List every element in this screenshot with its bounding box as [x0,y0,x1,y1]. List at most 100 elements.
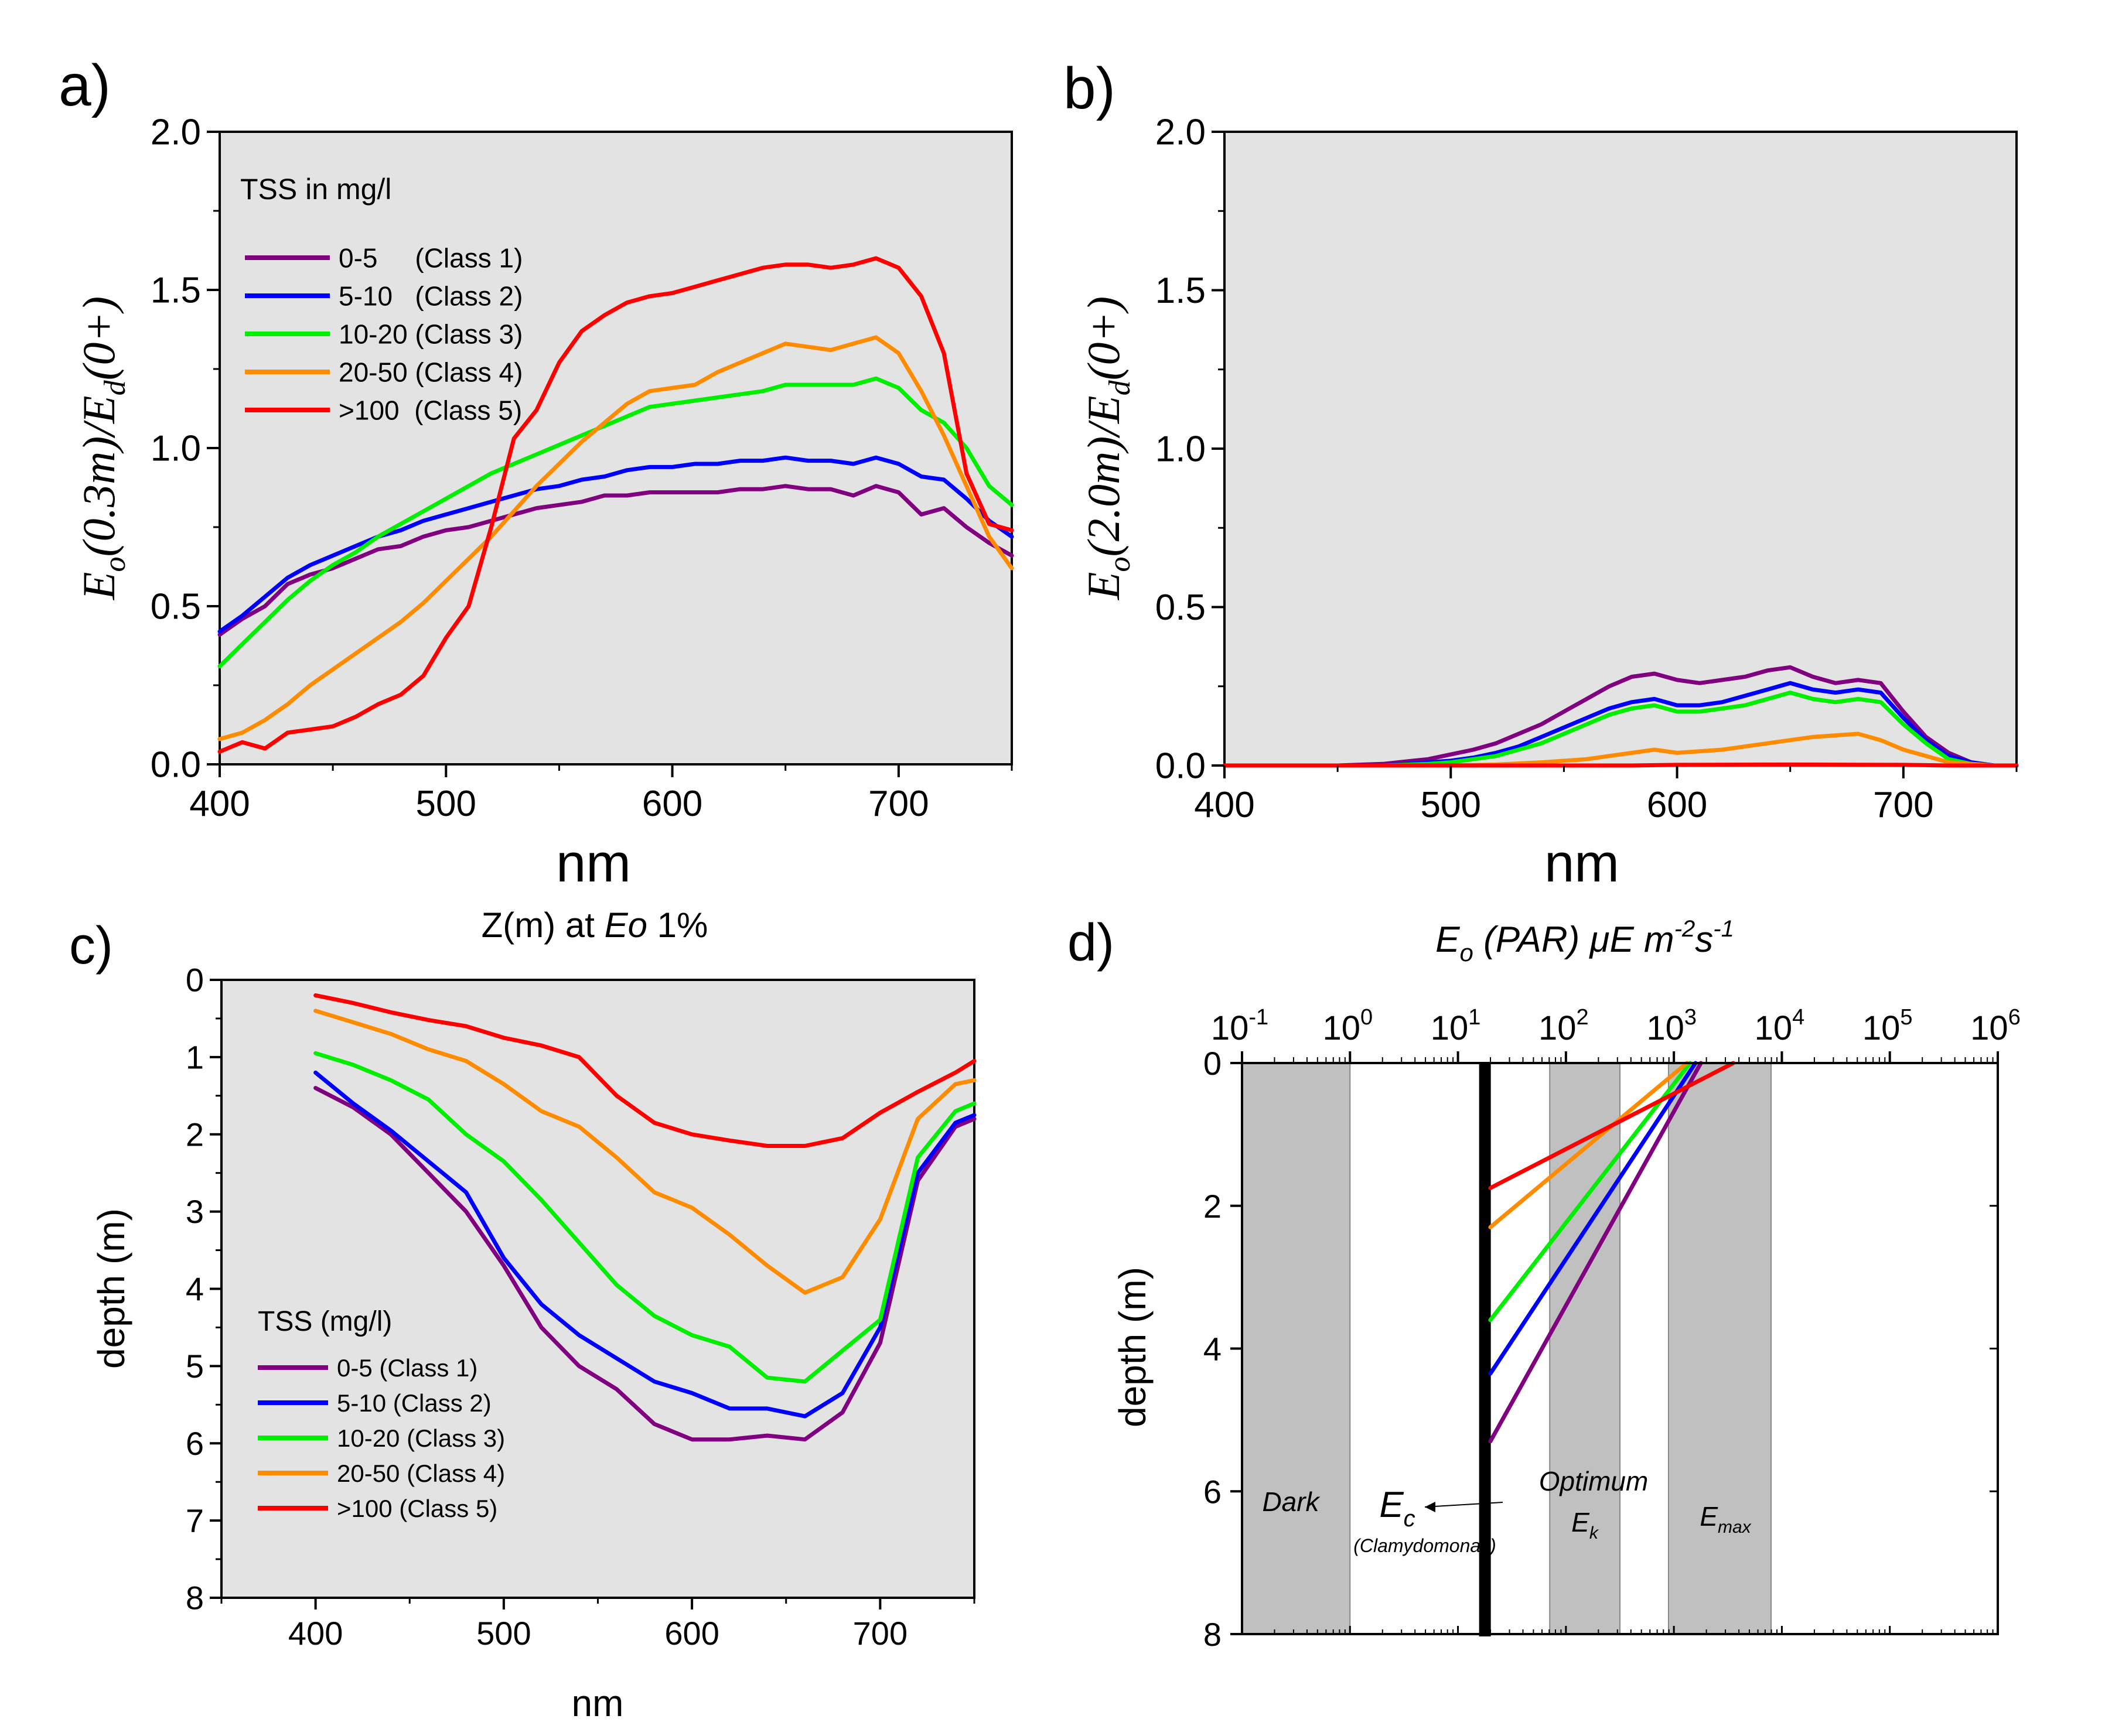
panel-a-legend-label: 10-20 (Class 3) [339,319,523,350]
panel-a-xtick-label: 500 [416,784,476,824]
panel-c-legend-label: 0-5 (Class 1) [337,1354,477,1382]
panel-a-line-series-2 [217,455,1014,634]
panel-c-series-group [313,993,977,1442]
panel-c-ytick-label: 4 [186,1270,204,1307]
panel-d-ytick-label: 2 [1203,1188,1222,1225]
panel-c-axes: 400 500 600 700 0 1 2 3 4 5 6 7 8 [186,962,975,1652]
panel-a-ytick-label: 1.5 [151,271,201,311]
panel-b-ylabel: Eo(2.0m)/Ed(0+) [1078,296,1137,600]
panel-c-legend-label: 5-10 (Class 2) [337,1389,492,1417]
panel-a-plot-area [219,131,1013,766]
panel-b-line-series-3 [1222,691,2019,768]
panel-d-xtick-label: 104 [1755,1005,1805,1047]
panel-d-xtick-label: 105 [1862,1005,1913,1047]
panel-d-xtick-label: 101 [1431,1005,1481,1047]
panel-a-line-series-5 [217,256,1014,754]
panel-c-ytick-label: 5 [186,1348,204,1385]
panel-b-ytick-label: 2.0 [1155,112,1206,153]
panel-a-xtick-label: 400 [189,784,250,824]
panel-c-ytick-label: 3 [186,1193,204,1230]
panel-c-legend: TSS (mg/l) 0-5 (Class 1) 5-10 (Class 2) 10… [258,1306,505,1522]
panel-a-xtick-label: 600 [642,784,702,824]
panel-d-emax-label: Emax [1700,1501,1751,1537]
panel-a-legend: TSS in mg/l 0-5 (Class 1) 5-10 (Class 2) 1… [240,173,523,426]
panel-a-ytick-label: 0.5 [151,587,201,627]
panel-d-band-1 [1241,1062,1351,1635]
panel-c-legend-items: 0-5 (Class 1) 5-10 (Class 2) 10-20 (Class … [258,1354,505,1522]
panel-d-title: Eo (PAR) μE m-2s-1 [1435,916,1734,966]
panel-a-line-series-4 [217,335,1014,741]
panel-d-ylabel: depth (m) [1111,1267,1154,1427]
panel-c-ytick-label: 7 [186,1502,204,1539]
panel-d-band-3 [1667,1062,1772,1635]
panel-c-label: c) [69,917,113,975]
panel-d-ec-arrow [1424,1502,1503,1508]
panel-d-plot-frame [1241,1062,1999,1635]
panel-a-line-series-3 [217,376,1014,669]
panel-d-xtick-label: 102 [1538,1005,1589,1047]
panel-c-xtick-label: 700 [853,1615,907,1652]
panel-d-ytick-label: 8 [1203,1616,1222,1653]
panel-c-xlabel: nm [572,1682,624,1724]
panel-d-line-series-2 [1488,1061,1698,1376]
panel-a-label: a) [59,53,111,118]
panel-d: d) Eo (PAR) μE m-2s-1 10-1 100 101 102 103 10… [1067,914,2021,1653]
panel-c-ylabel: depth (m) [90,1208,132,1369]
panel-b-ytick-label: 1.5 [1155,271,1206,311]
panel-d-dark-label: Dark [1262,1486,1320,1517]
panel-d-axes: 10-1 100 101 102 103 104 105 106 0 2 4 6 8 [1203,1005,2021,1653]
panel-a-line-series-1 [217,484,1014,637]
panel-c-xtick-label: 500 [476,1615,531,1652]
panel-c-legend-label: 10-20 (Class 3) [337,1424,505,1452]
panel-c-legend-label: 20-50 (Class 4) [337,1460,505,1487]
panel-b-ytick-label: 0.5 [1155,587,1206,628]
panel-c-xtick-label: 400 [288,1615,343,1652]
panel-b-line-series-5 [1222,762,2019,768]
panel-a-legend-label: 5-10 (Class 2) [339,281,523,312]
panel-d-ytick-label: 6 [1203,1473,1222,1510]
panel-b-xtick-label: 500 [1421,785,1481,825]
panel-a: a) 400 500 600 700 0.0 0.5 1.0 1.5 2.0 nm Eo(0.3… [59,53,1014,893]
panel-d-line-series-4 [1488,1061,1689,1229]
panel-d-xtick-label: 103 [1646,1005,1697,1047]
panel-a-legend-label: 0-5 (Class 1) [339,243,523,274]
panel-b-line-series-4 [1222,732,2019,768]
panel-a-ytick-label: 1.0 [151,429,201,469]
panel-a-ytick-label: 2.0 [151,112,201,153]
panel-b-label: b) [1063,56,1115,121]
panel-c-line-series-4 [313,1009,977,1295]
panel-c-line-series-1 [313,1086,977,1442]
panel-a-xtick-label: 700 [868,784,929,824]
panel-a-legend-label: 20-50 (Class 4) [339,357,523,388]
panel-a-legend-label: >100 (Class 5) [339,395,522,426]
panel-b-ytick-label: 1.0 [1155,429,1206,470]
panel-d-ec-label: Ec [1379,1485,1415,1532]
panel-b-axes: 400 500 600 700 0.0 0.5 1.0 1.5 2.0 [1155,112,2018,825]
panel-c-ytick-label: 1 [186,1038,204,1075]
panel-d-label: d) [1067,914,1114,972]
panel-d-ytick-label: 0 [1203,1045,1222,1082]
panel-c-legend-label: >100 (Class 5) [337,1495,497,1522]
panel-a-series-group [217,256,1014,754]
panel-c-ytick-label: 0 [186,962,204,999]
panel-a-xlabel: nm [556,833,631,893]
panel-d-xtick-label: 100 [1322,1005,1373,1047]
panel-b: b) 400 500 600 700 0.0 0.5 1.0 1.5 2.0 nm Eo(2.0… [1063,56,2019,893]
panel-c-xtick-label: 600 [664,1615,719,1652]
panel-d-ytick-label: 4 [1203,1331,1222,1368]
panel-d-ec-arrowhead [1425,1502,1435,1512]
panel-a-ylabel: Eo(0.3m)/Ed(0+) [73,296,132,600]
panel-d-xtick-label: 106 [1970,1005,2021,1047]
panel-b-xtick-label: 600 [1647,785,1707,825]
panel-b-xlabel: nm [1544,833,1619,893]
panel-b-series-group [1222,665,2019,768]
panel-c-ytick-label: 8 [186,1580,204,1617]
panel-a-legend-title: TSS in mg/l [240,173,391,206]
panel-d-optimum-label: Optimum [1539,1466,1649,1496]
panel-b-ytick-label: 0.0 [1155,746,1206,787]
panel-d-ec-line [1479,1063,1491,1636]
panel-c-ytick-label: 2 [186,1116,204,1153]
panel-a-ytick-label: 0.0 [151,745,201,785]
panel-d-line-series-1 [1488,1061,1703,1444]
